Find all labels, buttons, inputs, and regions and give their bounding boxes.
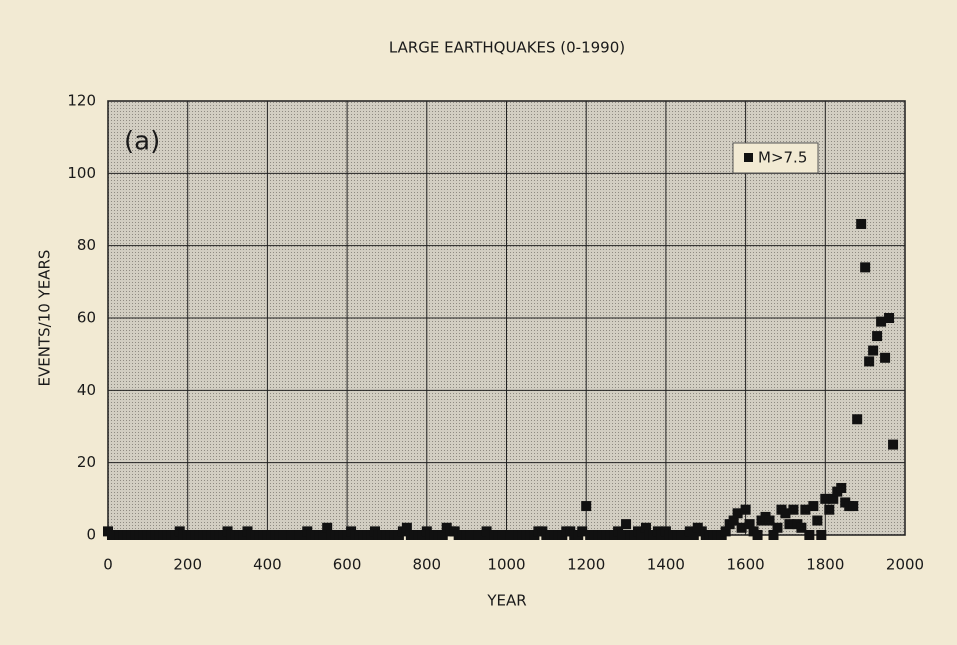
- point: [800, 504, 811, 515]
- point: [880, 352, 891, 363]
- x-tick-label: 1200: [567, 556, 605, 574]
- point: [740, 504, 751, 515]
- y-tick-label: 0: [86, 526, 96, 544]
- y-tick-label: 100: [67, 164, 96, 182]
- point: [772, 522, 783, 533]
- point: [872, 331, 883, 342]
- point: [732, 508, 743, 519]
- y-tick-label: 60: [77, 309, 96, 327]
- x-axis-label: YEAR: [486, 592, 526, 610]
- point: [621, 519, 632, 530]
- point: [788, 504, 799, 515]
- x-tick-label: 1800: [806, 556, 844, 574]
- point: [401, 522, 412, 533]
- point: [804, 530, 815, 540]
- x-tick-label: 600: [333, 556, 362, 574]
- x-tick-label: 2000: [886, 556, 924, 574]
- point: [437, 530, 448, 540]
- y-tick-label: 120: [67, 92, 96, 110]
- point: [581, 501, 592, 512]
- chart-title: LARGE EARTHQUAKES (0-1990): [389, 39, 625, 57]
- point: [752, 530, 763, 540]
- point: [720, 526, 731, 537]
- point: [876, 316, 887, 327]
- point: [617, 530, 628, 540]
- point: [884, 313, 895, 323]
- point: [728, 515, 739, 526]
- y-tick-label: 80: [77, 236, 96, 254]
- x-tick-label: 0: [103, 556, 113, 574]
- point: [318, 530, 329, 540]
- x-tick-label: 1000: [487, 556, 525, 574]
- panel-label: (a): [124, 127, 160, 157]
- point: [764, 515, 775, 526]
- y-axis-label: EVENTS/10 YEARS: [36, 250, 54, 387]
- point: [768, 530, 779, 540]
- point: [744, 519, 755, 530]
- x-tick-label: 400: [253, 556, 282, 574]
- point: [888, 439, 899, 450]
- point: [860, 262, 871, 273]
- legend-marker: [744, 153, 753, 162]
- x-tick-label: 1600: [727, 556, 765, 574]
- point: [812, 515, 823, 526]
- point: [836, 482, 847, 493]
- point: [796, 522, 807, 533]
- point: [780, 508, 791, 519]
- point: [688, 530, 699, 540]
- y-tick-label: 20: [77, 453, 96, 471]
- point: [636, 530, 647, 540]
- point: [640, 522, 651, 533]
- point: [322, 522, 333, 533]
- point: [736, 522, 747, 533]
- legend-label: M>7.5: [758, 149, 807, 167]
- point: [856, 218, 867, 229]
- point: [824, 504, 835, 515]
- point: [852, 414, 863, 425]
- y-tick-label: 40: [77, 381, 96, 399]
- point: [577, 526, 588, 537]
- point: [808, 501, 819, 512]
- x-tick-label: 1400: [647, 556, 685, 574]
- point: [820, 493, 831, 504]
- point: [816, 530, 827, 540]
- x-tick-label: 800: [412, 556, 441, 574]
- point: [784, 519, 795, 530]
- point: [868, 345, 879, 356]
- point: [864, 356, 875, 367]
- x-tick-label: 200: [173, 556, 202, 574]
- point: [848, 501, 859, 512]
- point: [828, 493, 839, 504]
